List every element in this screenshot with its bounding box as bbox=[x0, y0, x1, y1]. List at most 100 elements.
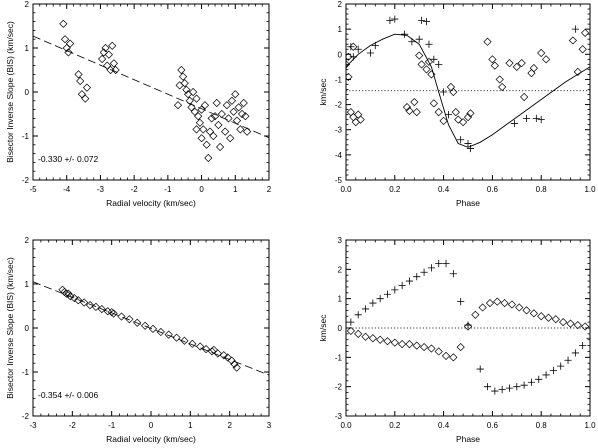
plus-point bbox=[513, 383, 521, 391]
diamond-point bbox=[405, 106, 414, 115]
plot-frame bbox=[345, 3, 591, 181]
chart-panel-top-left: -5 -4 -3 -2 -1 0 1 2 -2 -1 0 1 2 Radial velocity (km/… bbox=[5, 0, 272, 208]
diamond-point bbox=[85, 301, 95, 310]
plus-point bbox=[522, 114, 531, 122]
x-tick-label: -1 bbox=[108, 421, 116, 430]
plus-point bbox=[413, 273, 421, 281]
plus-point bbox=[361, 305, 370, 313]
diamond-point bbox=[62, 43, 71, 53]
diamond-point bbox=[424, 57, 434, 66]
diamond-point bbox=[434, 108, 443, 117]
diamond-point bbox=[125, 315, 134, 324]
diamond-point bbox=[463, 113, 473, 122]
x-tick-label: -2 bbox=[131, 185, 139, 194]
diamond-point bbox=[103, 61, 112, 70]
diamond-point bbox=[390, 338, 399, 347]
diamond-point bbox=[415, 51, 424, 60]
diamond-point bbox=[478, 303, 487, 312]
diamond-point bbox=[204, 153, 213, 163]
diamond-point bbox=[544, 313, 553, 322]
diamond-point bbox=[239, 98, 248, 108]
diamond-point bbox=[180, 336, 189, 345]
diamond-point bbox=[471, 310, 480, 319]
diamond-point bbox=[346, 60, 351, 69]
y-tick-label: -2 bbox=[335, 383, 343, 392]
diamond-point bbox=[466, 109, 475, 118]
diamond-point bbox=[419, 342, 429, 352]
diamond-point bbox=[449, 353, 458, 362]
plus-point bbox=[586, 334, 590, 342]
x-tick-label: 3 bbox=[267, 421, 272, 430]
y-tick-label: -1 bbox=[335, 75, 343, 84]
diamond-point bbox=[412, 341, 421, 350]
diamond-point bbox=[82, 83, 92, 92]
plus-point bbox=[466, 144, 475, 153]
fit-line bbox=[33, 35, 269, 139]
diamond-point bbox=[66, 292, 75, 301]
diamond-point bbox=[201, 345, 211, 354]
orbit-curve bbox=[346, 33, 590, 148]
plus-point bbox=[354, 311, 362, 319]
diamond-point bbox=[529, 64, 538, 73]
diamond-point bbox=[111, 65, 120, 75]
x-tick-label: 0.0 bbox=[340, 185, 352, 194]
diamond-point bbox=[383, 337, 392, 346]
diamond-point bbox=[368, 334, 377, 343]
x-tick-label: -1 bbox=[164, 185, 172, 194]
diamond-point bbox=[192, 125, 201, 134]
plus-point bbox=[405, 277, 414, 285]
diamond-point bbox=[109, 59, 119, 68]
data-layer bbox=[33, 281, 269, 376]
diamond-point bbox=[483, 37, 492, 46]
diamond-point bbox=[227, 356, 236, 365]
x-axis-label: Radial velocity (km/sec) bbox=[106, 198, 196, 208]
x-tick-label: -2 bbox=[69, 421, 77, 430]
y-tick-label: 0 bbox=[25, 324, 30, 333]
plus-point bbox=[391, 286, 399, 294]
data-layer bbox=[33, 19, 269, 163]
diamond-point bbox=[349, 113, 358, 122]
plus-point bbox=[398, 281, 406, 290]
data-layer bbox=[346, 259, 590, 395]
diamond-point bbox=[566, 319, 575, 328]
diamond-point bbox=[522, 306, 531, 315]
diamond-point bbox=[242, 127, 252, 136]
diamond-point bbox=[74, 70, 83, 79]
x-tick-label: 1 bbox=[188, 421, 193, 430]
diamond-point bbox=[541, 55, 551, 64]
plus-point bbox=[349, 53, 357, 61]
x-tick-label: -3 bbox=[29, 421, 37, 430]
diamond-point bbox=[222, 101, 231, 110]
plus-point bbox=[422, 18, 431, 26]
x-tick-label: 1.0 bbox=[584, 185, 596, 194]
diamond-point bbox=[194, 112, 203, 121]
diamond-point bbox=[223, 353, 232, 362]
x-tick-label: -5 bbox=[29, 185, 37, 194]
x-tick-label: 1.0 bbox=[584, 421, 596, 430]
x-tick-label: 0.6 bbox=[487, 421, 499, 430]
plus-point bbox=[542, 371, 550, 379]
plus-point bbox=[415, 35, 423, 43]
diamond-point bbox=[529, 309, 538, 318]
diamond-point bbox=[537, 312, 546, 321]
y-tick-label: 2 bbox=[25, 0, 30, 9]
diamond-point bbox=[446, 82, 456, 92]
plus-point bbox=[527, 378, 536, 386]
diamond-point bbox=[456, 342, 465, 352]
diamond-point bbox=[133, 318, 142, 327]
chart-panel-bottom-right: 0.0 0.2 0.4 0.6 0.8 1.0 -3 -2 -1 0 1 2 3 Phase km/sec bbox=[318, 236, 596, 444]
diamond-point bbox=[229, 107, 238, 116]
y-tick-label: 0 bbox=[25, 88, 30, 97]
diamond-point bbox=[427, 344, 436, 353]
diamond-point bbox=[488, 55, 497, 64]
diamond-point bbox=[76, 76, 85, 86]
diamond-point bbox=[224, 114, 233, 123]
diamond-point bbox=[221, 127, 230, 136]
diamond-point bbox=[356, 115, 365, 124]
diamond-point bbox=[60, 35, 70, 44]
y-tick-label: 0 bbox=[338, 50, 343, 59]
diamond-point bbox=[449, 87, 458, 97]
plus-point bbox=[498, 386, 506, 394]
x-tick-label: 0 bbox=[199, 185, 204, 194]
